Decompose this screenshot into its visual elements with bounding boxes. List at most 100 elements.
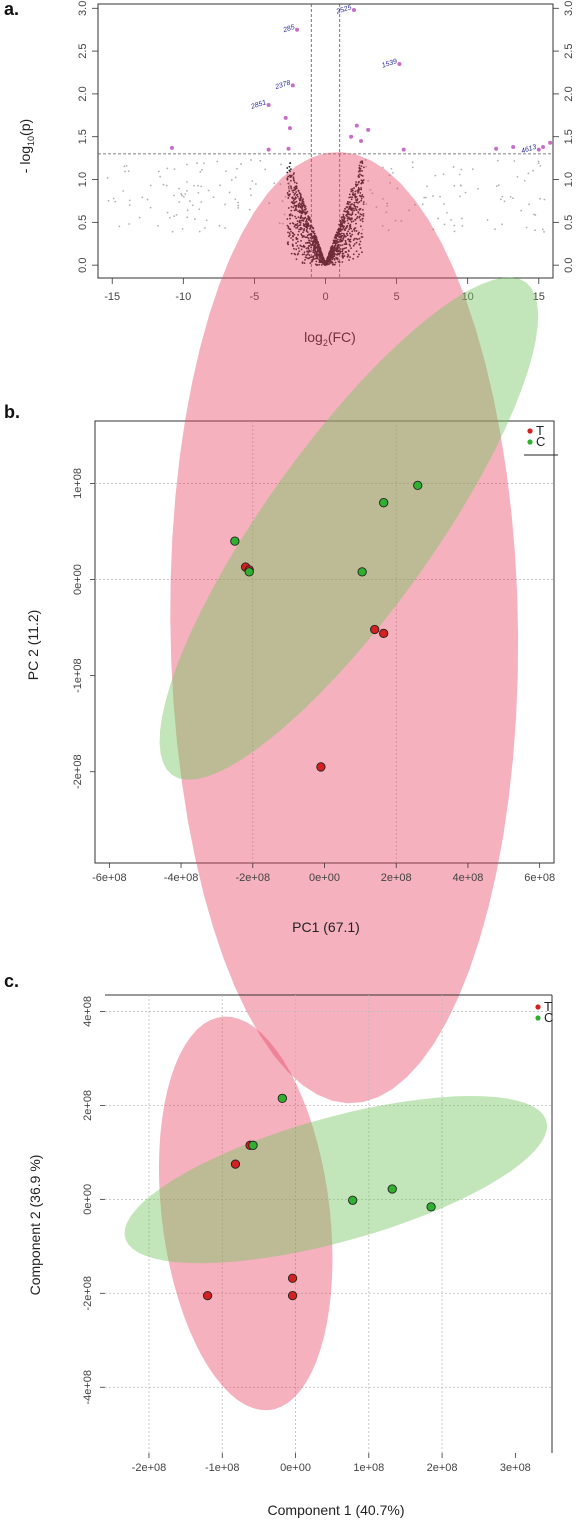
- nonsignificant-point: [349, 196, 352, 198]
- nonsignificant-point: [359, 240, 362, 243]
- nonsignificant-point: [516, 175, 519, 178]
- nonsignificant-point: [353, 187, 355, 189]
- nonsignificant-point: [336, 257, 339, 260]
- nonsignificant-point: [307, 222, 310, 225]
- nonsignificant-point: [360, 197, 363, 200]
- nonsignificant-point: [343, 243, 346, 246]
- nonsignificant-point: [286, 192, 289, 194]
- confidence-ellipse-t: [170, 152, 519, 1104]
- nonsignificant-point: [307, 225, 310, 228]
- nonsignificant-point: [127, 170, 130, 173]
- nonsignificant-point: [287, 226, 290, 228]
- x-tick-label: 1e+08: [353, 1462, 384, 1474]
- nonsignificant-point: [411, 166, 414, 169]
- nonsignificant-point: [357, 202, 359, 204]
- nonsignificant-point: [296, 225, 299, 228]
- nonsignificant-point: [365, 165, 368, 168]
- nonsignificant-point: [307, 246, 310, 249]
- nonsignificant-point: [310, 235, 313, 238]
- nonsignificant-point: [317, 245, 320, 247]
- nonsignificant-point: [352, 257, 355, 260]
- nonsignificant-point: [186, 180, 188, 183]
- nonsignificant-point: [315, 253, 318, 256]
- x-tick-label: 0e+00: [309, 872, 340, 884]
- nonsignificant-point: [358, 188, 361, 191]
- nonsignificant-point: [346, 215, 349, 218]
- nonsignificant-point: [342, 252, 345, 255]
- nonsignificant-point: [316, 264, 319, 266]
- nonsignificant-point: [294, 253, 297, 256]
- nonsignificant-point: [299, 244, 302, 247]
- nonsignificant-point: [344, 241, 347, 244]
- nonsignificant-point: [314, 249, 317, 252]
- nonsignificant-point: [297, 210, 299, 213]
- nonsignificant-point: [341, 228, 344, 231]
- nonsignificant-point: [426, 185, 428, 188]
- nonsignificant-point: [300, 219, 303, 222]
- nonsignificant-point: [294, 207, 297, 210]
- significant-point: [287, 126, 292, 131]
- nonsignificant-point: [362, 215, 365, 217]
- nonsignificant-point: [292, 201, 294, 204]
- nonsignificant-point: [292, 232, 295, 235]
- nonsignificant-point: [354, 218, 357, 221]
- nonsignificant-point: [338, 223, 341, 226]
- nonsignificant-point: [539, 165, 542, 167]
- significant-points: 285 2525 2378 1539 2851 4613: [169, 4, 553, 155]
- nonsignificant-point: [344, 229, 346, 232]
- nonsignificant-point: [343, 225, 346, 228]
- nonsignificant-point: [297, 203, 300, 206]
- nonsignificant-point: [356, 183, 359, 186]
- significant-point: [283, 115, 288, 120]
- nonsignificant-point: [294, 188, 297, 190]
- nonsignificant-point: [307, 216, 310, 219]
- x-axis-ticks: -15 -10 -5 0 5 10 15: [104, 278, 545, 303]
- nonsignificant-point: [346, 255, 349, 258]
- nonsignificant-point: [314, 235, 317, 237]
- nonsignificant-point: [313, 249, 315, 251]
- nonsignificant-point: [525, 226, 528, 229]
- nonsignificant-point: [303, 262, 306, 265]
- nonsignificant-point: [306, 253, 309, 256]
- sample-point-t: [287, 1290, 298, 1301]
- nonsignificant-point: [408, 209, 411, 212]
- nonsignificant-point: [351, 189, 354, 192]
- nonsignificant-point: [318, 248, 321, 250]
- nonsignificant-point: [350, 217, 353, 220]
- y-tick-label: -1e+08: [72, 658, 84, 693]
- nonsignificant-point: [354, 227, 357, 229]
- nonsignificant-point: [414, 203, 416, 206]
- nonsignificant-point: [286, 224, 289, 227]
- nonsignificant-point: [299, 217, 302, 220]
- nonsignificant-point: [354, 183, 357, 186]
- nonsignificant-point: [309, 236, 312, 239]
- nonsignificant-point: [295, 258, 298, 261]
- nonsignificant-point: [339, 244, 342, 247]
- nonsignificant-points: [106, 159, 546, 267]
- nonsignificant-point: [523, 179, 526, 182]
- nonsignificant-point: [296, 244, 299, 247]
- panel-label-c: c.: [4, 971, 19, 991]
- nonsignificant-point: [237, 201, 239, 204]
- nonsignificant-point: [344, 220, 347, 223]
- nonsignificant-point: [138, 216, 141, 219]
- nonsignificant-point: [354, 205, 357, 208]
- x-tick-label: -5: [250, 291, 260, 303]
- nonsignificant-point: [175, 213, 178, 216]
- nonsignificant-point: [359, 195, 362, 198]
- nonsignificant-point: [341, 223, 343, 226]
- nonsignificant-point: [107, 199, 110, 202]
- nonsignificant-point: [186, 216, 189, 219]
- nonsignificant-point: [290, 179, 292, 182]
- y-axis-label: Component 2 (36.9 %): [27, 1155, 43, 1296]
- nonsignificant-point: [344, 227, 347, 230]
- nonsignificant-point: [348, 216, 350, 219]
- nonsignificant-point: [333, 245, 336, 248]
- nonsignificant-point: [254, 183, 257, 185]
- nonsignificant-point: [350, 235, 352, 238]
- significant-point: [359, 139, 364, 143]
- nonsignificant-point: [360, 188, 363, 191]
- nonsignificant-point: [312, 251, 315, 254]
- nonsignificant-point: [341, 224, 344, 227]
- nonsignificant-point: [385, 211, 388, 214]
